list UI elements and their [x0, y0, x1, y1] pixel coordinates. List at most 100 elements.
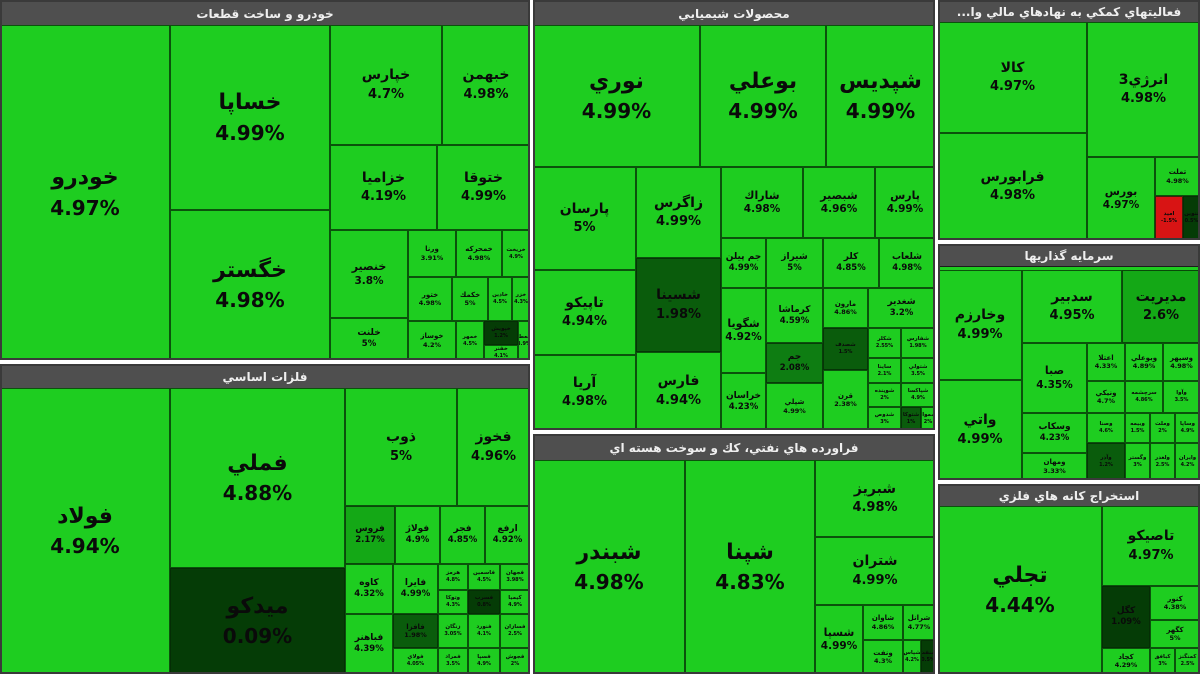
- treemap-tile[interactable]: شفارس 1.98%: [901, 328, 933, 358]
- treemap-tile[interactable]: فجهان 3.98%: [500, 564, 528, 590]
- treemap-tile[interactable]: خنصير 3.8%: [330, 230, 408, 318]
- treemap-tile[interactable]: خكمك 5%: [452, 277, 488, 321]
- treemap-tile[interactable]: فسازان 2.5%: [500, 614, 528, 648]
- treemap-tile[interactable]: فسپا 4.9%: [468, 648, 500, 672]
- treemap-tile[interactable]: شپديس 4.99%: [826, 25, 933, 167]
- treemap-tile[interactable]: خعطا3.9%: [518, 321, 528, 358]
- treemap-tile[interactable]: فجوش 2%: [500, 648, 528, 672]
- treemap-tile[interactable]: وتوكا 4.3%: [438, 590, 468, 614]
- treemap-tile[interactable]: كگهر 5%: [1150, 620, 1198, 648]
- treemap-tile[interactable]: وخارزم 4.99%: [940, 270, 1022, 380]
- treemap-tile[interactable]: پارس 4.99%: [875, 167, 933, 238]
- treemap-tile[interactable]: زاگرس 4.99%: [636, 167, 721, 258]
- treemap-tile[interactable]: فجر 4.85%: [440, 506, 485, 564]
- treemap-tile[interactable]: ارفع 4.92%: [485, 506, 528, 564]
- treemap-tile[interactable]: فنورد 4.1%: [468, 614, 500, 648]
- treemap-tile[interactable]: خگستر 4.98%: [170, 210, 330, 358]
- treemap-tile[interactable]: شسينا 1.98%: [636, 258, 721, 352]
- treemap-tile[interactable]: تاپيكو 4.94%: [535, 270, 636, 355]
- treemap-tile[interactable]: بورس 4.97%: [1087, 157, 1155, 238]
- treemap-tile[interactable]: فاسمين 4.5%: [468, 564, 500, 590]
- treemap-tile[interactable]: تنوين 0.5%: [1183, 196, 1198, 238]
- treemap-tile[interactable]: شرانل 4.77%: [903, 605, 933, 640]
- treemap-tile[interactable]: ونفت 4.3%: [863, 640, 903, 672]
- treemap-tile[interactable]: خفنر 4.1%: [484, 345, 518, 358]
- treemap-tile[interactable]: مديريت 2.6%: [1122, 270, 1198, 343]
- treemap-tile[interactable]: اعتلا 4.33%: [1087, 343, 1125, 381]
- treemap-tile[interactable]: خريخت 4.9%: [502, 230, 528, 277]
- treemap-tile[interactable]: شبصير 4.96%: [803, 167, 875, 238]
- treemap-tile[interactable]: فايرا 4.99%: [393, 564, 438, 614]
- treemap-tile[interactable]: كرماشا 4.59%: [766, 288, 823, 343]
- treemap-tile[interactable]: ولغدر 2.5%: [1150, 443, 1175, 478]
- treemap-tile[interactable]: شتران 4.99%: [815, 537, 933, 605]
- treemap-tile[interactable]: شتوكا 1%: [901, 407, 921, 428]
- treemap-tile[interactable]: شتولي 3.5%: [901, 358, 933, 383]
- treemap-tile[interactable]: سدبير 4.95%: [1022, 270, 1122, 343]
- treemap-tile[interactable]: خراسان 4.23%: [721, 373, 766, 428]
- treemap-tile[interactable]: شيراز 5%: [766, 238, 823, 288]
- treemap-tile[interactable]: فولاژ 4.9%: [395, 506, 440, 564]
- treemap-tile[interactable]: جم 2.08%: [766, 343, 823, 383]
- treemap-tile[interactable]: خساپا 4.99%: [170, 25, 330, 210]
- treemap-tile[interactable]: كلر 4.85%: [823, 238, 879, 288]
- treemap-tile[interactable]: ونيكي 4.7%: [1087, 381, 1125, 413]
- treemap-tile[interactable]: خمهر 4.5%: [456, 321, 484, 358]
- treemap-tile[interactable]: شغدير 3.2%: [868, 288, 933, 328]
- treemap-tile[interactable]: صبا 4.35%: [1022, 343, 1087, 413]
- treemap-tile[interactable]: شدوص 3%: [868, 407, 901, 428]
- treemap-tile[interactable]: ذوب 5%: [345, 388, 457, 506]
- treemap-tile[interactable]: كالا 4.97%: [940, 22, 1087, 133]
- treemap-tile[interactable]: شاوان 4.86%: [863, 605, 903, 640]
- treemap-tile[interactable]: پارسان 5%: [535, 167, 636, 270]
- treemap-tile[interactable]: ومهان 3.33%: [1022, 453, 1087, 478]
- treemap-tile[interactable]: خپويش 1.2%: [484, 321, 518, 345]
- treemap-tile[interactable]: فرابورس 4.98%: [940, 133, 1087, 238]
- treemap-tile[interactable]: شصدف 1.5%: [823, 328, 868, 370]
- treemap-tile[interactable]: هرمز 4.8%: [438, 564, 468, 590]
- treemap-tile[interactable]: كمنگنز 2.5%: [1175, 648, 1198, 672]
- treemap-tile[interactable]: ورنا 3.91%: [408, 230, 456, 277]
- treemap-tile[interactable]: خودرو 4.97%: [2, 25, 170, 358]
- treemap-tile[interactable]: وسكاب 4.23%: [1022, 413, 1087, 453]
- treemap-tile[interactable]: جم پيلن 4.99%: [721, 238, 766, 288]
- treemap-tile[interactable]: ختور 4.98%: [408, 277, 452, 321]
- treemap-tile[interactable]: خمحركه 4.98%: [456, 230, 502, 277]
- treemap-tile[interactable]: خوساز 4.2%: [408, 321, 456, 358]
- treemap-tile[interactable]: كبافق 3%: [1150, 648, 1175, 672]
- treemap-tile[interactable]: فسرب 0.8%: [468, 590, 500, 614]
- treemap-tile[interactable]: خبهمن 4.98%: [442, 25, 528, 145]
- treemap-tile[interactable]: فروس 2.17%: [345, 506, 395, 564]
- treemap-tile[interactable]: شپنا 4.83%: [685, 460, 815, 672]
- treemap-tile[interactable]: وبوعلي 4.89%: [1125, 343, 1163, 381]
- treemap-tile[interactable]: شمواد2%: [921, 407, 933, 428]
- treemap-tile[interactable]: ساينا 2.1%: [868, 358, 901, 383]
- treemap-tile[interactable]: مارون 4.86%: [823, 288, 868, 328]
- treemap-tile[interactable]: فارس 4.94%: [636, 352, 721, 428]
- treemap-tile[interactable]: فمراد 3.5%: [438, 648, 468, 672]
- treemap-tile[interactable]: شنفت0.5%: [921, 640, 933, 672]
- treemap-tile[interactable]: كنور 4.38%: [1150, 586, 1198, 620]
- treemap-tile[interactable]: تاصيكو 4.97%: [1102, 506, 1198, 586]
- treemap-tile[interactable]: وآذر 1.2%: [1087, 443, 1125, 478]
- treemap-tile[interactable]: فولاي 4.05%: [393, 648, 438, 672]
- treemap-tile[interactable]: وآوا 3.5%: [1163, 381, 1198, 413]
- treemap-tile[interactable]: سرچشمه 4.86%: [1125, 381, 1163, 413]
- treemap-tile[interactable]: شلعاب 4.98%: [879, 238, 933, 288]
- treemap-tile[interactable]: خپارس 4.7%: [330, 25, 442, 145]
- treemap-tile[interactable]: وساپا 4.9%: [1175, 413, 1198, 443]
- treemap-tile[interactable]: كچاد 4.29%: [1102, 648, 1150, 672]
- treemap-tile[interactable]: وبيمه 1.5%: [1125, 413, 1150, 443]
- treemap-tile[interactable]: فولاد 4.94%: [2, 388, 170, 672]
- treemap-tile[interactable]: خزر 4.3%: [512, 277, 528, 321]
- treemap-tile[interactable]: قرن 2.38%: [823, 370, 868, 428]
- treemap-tile[interactable]: وصنا 4.6%: [1087, 413, 1125, 443]
- treemap-tile[interactable]: اميد -1.5%: [1155, 196, 1183, 238]
- treemap-tile[interactable]: واتي 4.99%: [940, 380, 1022, 478]
- treemap-tile[interactable]: خزاميا 4.19%: [330, 145, 437, 230]
- treemap-tile[interactable]: شگويا 4.92%: [721, 288, 766, 373]
- treemap-tile[interactable]: وملت 2%: [1150, 413, 1175, 443]
- treemap-tile[interactable]: شسپا 4.99%: [815, 605, 863, 672]
- treemap-tile[interactable]: تجلي 4.44%: [940, 506, 1102, 672]
- treemap-tile[interactable]: ختوقا 4.99%: [437, 145, 528, 230]
